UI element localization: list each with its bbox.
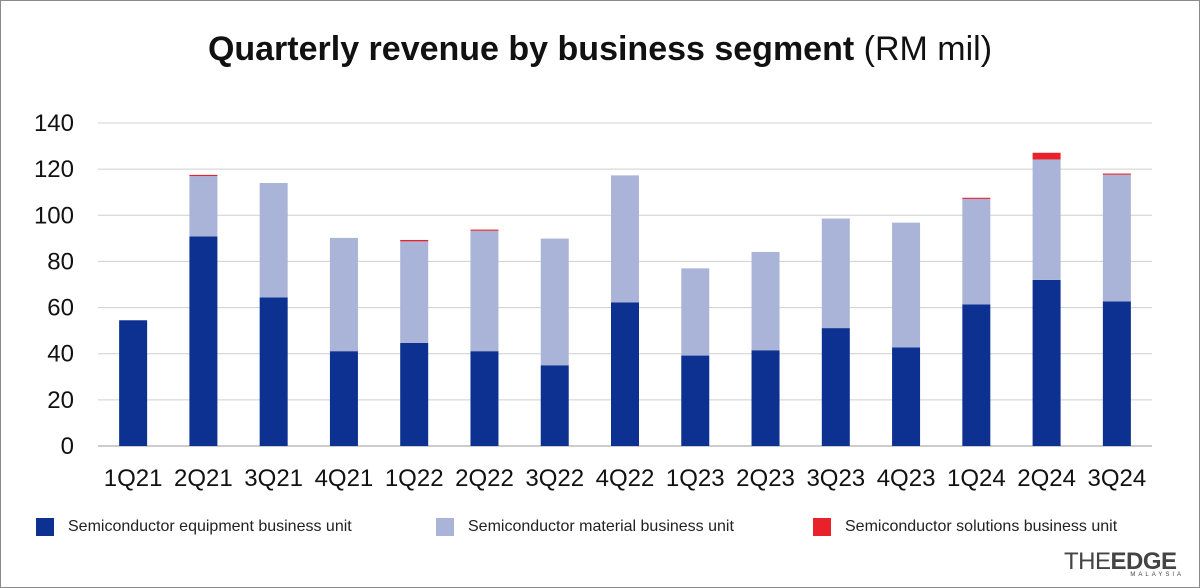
legend-swatch [436, 518, 454, 536]
y-tick-label: 140 [34, 110, 74, 137]
bar-4Q23-series-1 [892, 347, 921, 446]
bar-2Q22-series-1 [470, 351, 499, 446]
legend-item: Semiconductor material business unit [436, 518, 734, 536]
bar-1Q24-series-3 [962, 197, 991, 199]
bar-1Q22-series-1 [400, 342, 429, 446]
bar-4Q21-series-2 [329, 237, 358, 352]
bar-3Q21-series-1 [259, 297, 288, 446]
logo-sub: MALAYSIA [1130, 572, 1184, 578]
legend-label: Semiconductor equipment business unit [68, 518, 352, 535]
bar-2Q23-series-2 [751, 251, 780, 351]
bar-2Q21-series-1 [189, 236, 218, 446]
x-tick-label: 1Q24 [947, 465, 1006, 492]
chart-title-main: Quarterly revenue by business segment [207, 30, 855, 68]
logo-main: EDGE [1110, 548, 1178, 575]
chart-title: Quarterly revenue by business segment (R… [0, 30, 1200, 69]
bar-2Q22-series-2 [470, 230, 499, 352]
x-tick-label: 3Q22 [525, 465, 584, 492]
bar-3Q23-series-2 [821, 218, 850, 329]
y-tick-label: 80 [47, 248, 74, 275]
bar-1Q21-series-1 [119, 320, 148, 446]
bar-4Q21-series-1 [329, 351, 358, 446]
chart-legend: Semiconductor equipment business unit Sem… [36, 518, 1186, 542]
y-tick-label: 20 [47, 387, 74, 414]
x-tick-label: 4Q21 [315, 465, 374, 492]
bar-3Q24-series-1 [1102, 301, 1131, 446]
x-tick-label: 1Q21 [104, 465, 163, 492]
bar-1Q23-series-2 [681, 268, 710, 356]
x-tick-label: 4Q22 [596, 465, 655, 492]
bar-3Q24-series-2 [1102, 174, 1131, 302]
bar-4Q22-series-1 [611, 302, 639, 446]
x-tick-label: 4Q23 [877, 465, 936, 492]
legend-label: Semiconductor material business unit [468, 518, 734, 535]
x-tick-label: 3Q24 [1088, 465, 1147, 492]
bar-2Q23-series-1 [751, 350, 780, 446]
x-tick-label: 3Q21 [244, 465, 303, 492]
the-edge-logo: THEEDGE MALAYSIA [1064, 550, 1188, 584]
x-tick-label: 1Q22 [385, 465, 444, 492]
bar-2Q24-series-2 [1032, 159, 1061, 280]
x-tick-label: 3Q23 [806, 465, 865, 492]
legend-swatch [36, 518, 54, 536]
x-tick-label: 2Q23 [736, 465, 795, 492]
y-tick-label: 0 [61, 433, 74, 460]
bar-3Q22-series-1 [540, 365, 569, 446]
y-tick-label: 120 [34, 156, 74, 183]
chart-title-unit: (RM mil) [863, 30, 993, 68]
logo-prefix: THE [1064, 548, 1111, 575]
bar-4Q23-series-2 [892, 222, 921, 348]
bar-2Q21-series-3 [189, 174, 218, 177]
x-tick-label: 1Q23 [666, 465, 725, 492]
y-tick-label: 60 [47, 295, 74, 322]
bar-1Q24-series-2 [962, 198, 991, 305]
legend-item: Semiconductor equipment business unit [36, 518, 352, 536]
bar-1Q23-series-1 [681, 355, 710, 446]
legend-swatch [813, 518, 831, 536]
bar-4Q22-series-2 [611, 175, 639, 303]
x-tick-label: 2Q21 [174, 465, 233, 492]
legend-item: Semiconductor solutions business unit [813, 518, 1117, 536]
bar-1Q22-series-3 [400, 239, 429, 242]
bar-2Q22-series-3 [470, 229, 499, 231]
x-tick-label: 2Q22 [455, 465, 514, 492]
bar-1Q22-series-2 [400, 241, 429, 343]
bar-2Q24-series-1 [1032, 279, 1061, 446]
bar-2Q21-series-2 [189, 176, 218, 237]
y-tick-label: 40 [47, 341, 74, 368]
bar-1Q24-series-1 [962, 304, 991, 446]
bar-3Q23-series-1 [821, 328, 850, 446]
bar-2Q24-series-3 [1032, 152, 1061, 160]
bar-3Q24-series-3 [1102, 173, 1131, 175]
bar-3Q21-series-2 [259, 182, 288, 298]
x-tick-label: 2Q24 [1017, 465, 1076, 492]
bar-3Q22-series-2 [540, 238, 569, 366]
legend-label: Semiconductor solutions business unit [845, 518, 1118, 535]
y-tick-label: 100 [34, 202, 74, 229]
